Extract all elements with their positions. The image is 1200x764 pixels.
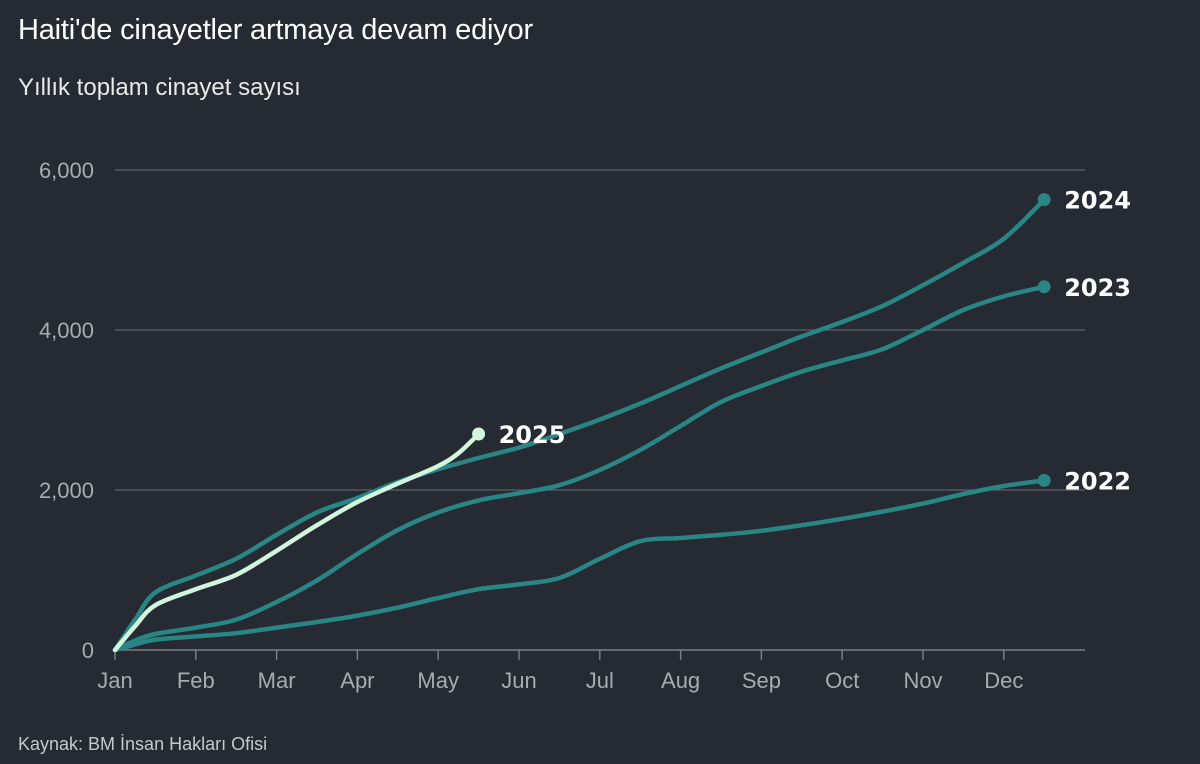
series-end-marker-2022 (1037, 473, 1051, 487)
series-line-2024 (112, 197, 1047, 653)
series-end-markers (472, 193, 1051, 487)
series-line-2023 (112, 284, 1047, 653)
y-tick-label: 4,000 (39, 318, 94, 343)
gridlines (115, 169, 1085, 651)
series-lines (112, 197, 1047, 653)
chart-subtitle: Yıllık toplam cinayet sayısı (18, 74, 301, 101)
x-tick-label: Sep (742, 668, 781, 693)
series-label-2024: 2024 (1064, 187, 1131, 215)
y-tick-label: 6,000 (39, 158, 94, 183)
series-line-2025 (112, 431, 481, 653)
x-tick-label: Apr (340, 668, 374, 693)
y-axis-tick-labels: 0 2,000 4,000 6,000 (39, 158, 94, 663)
series-end-marker-2025 (472, 427, 486, 441)
x-axis-tick-labels: Jan Feb Mar Apr May Jun Jul Aug Sep Oct Nov Dec (97, 650, 1023, 693)
x-tick-label: Nov (903, 668, 942, 693)
series-labels: 2022 2023 2024 2025 (499, 187, 1131, 496)
series-end-marker-2023 (1037, 280, 1051, 294)
chart-title: Haiti'de cinayetler artmaya devam ediyor (18, 14, 533, 46)
x-tick-label: Mar (258, 668, 296, 693)
x-tick-label: Dec (984, 668, 1023, 693)
source-note: Kaynak: BM İnsan Hakları Ofisi (18, 734, 268, 754)
y-tick-label: 2,000 (39, 478, 94, 503)
x-tick-label: Aug (661, 668, 700, 693)
series-end-marker-2024 (1037, 193, 1051, 207)
x-tick-label: Jan (97, 668, 132, 693)
y-tick-label: 0 (82, 638, 94, 663)
x-tick-label: Oct (825, 668, 859, 693)
series-label-2023: 2023 (1064, 274, 1131, 302)
x-tick-label: Feb (177, 668, 215, 693)
x-tick-label: Jun (501, 668, 536, 693)
x-tick-label: May (417, 668, 459, 693)
series-label-2025: 2025 (499, 421, 566, 449)
series-line-2022 (112, 478, 1047, 653)
series-label-2022: 2022 (1064, 467, 1131, 495)
x-tick-label: Jul (586, 668, 614, 693)
